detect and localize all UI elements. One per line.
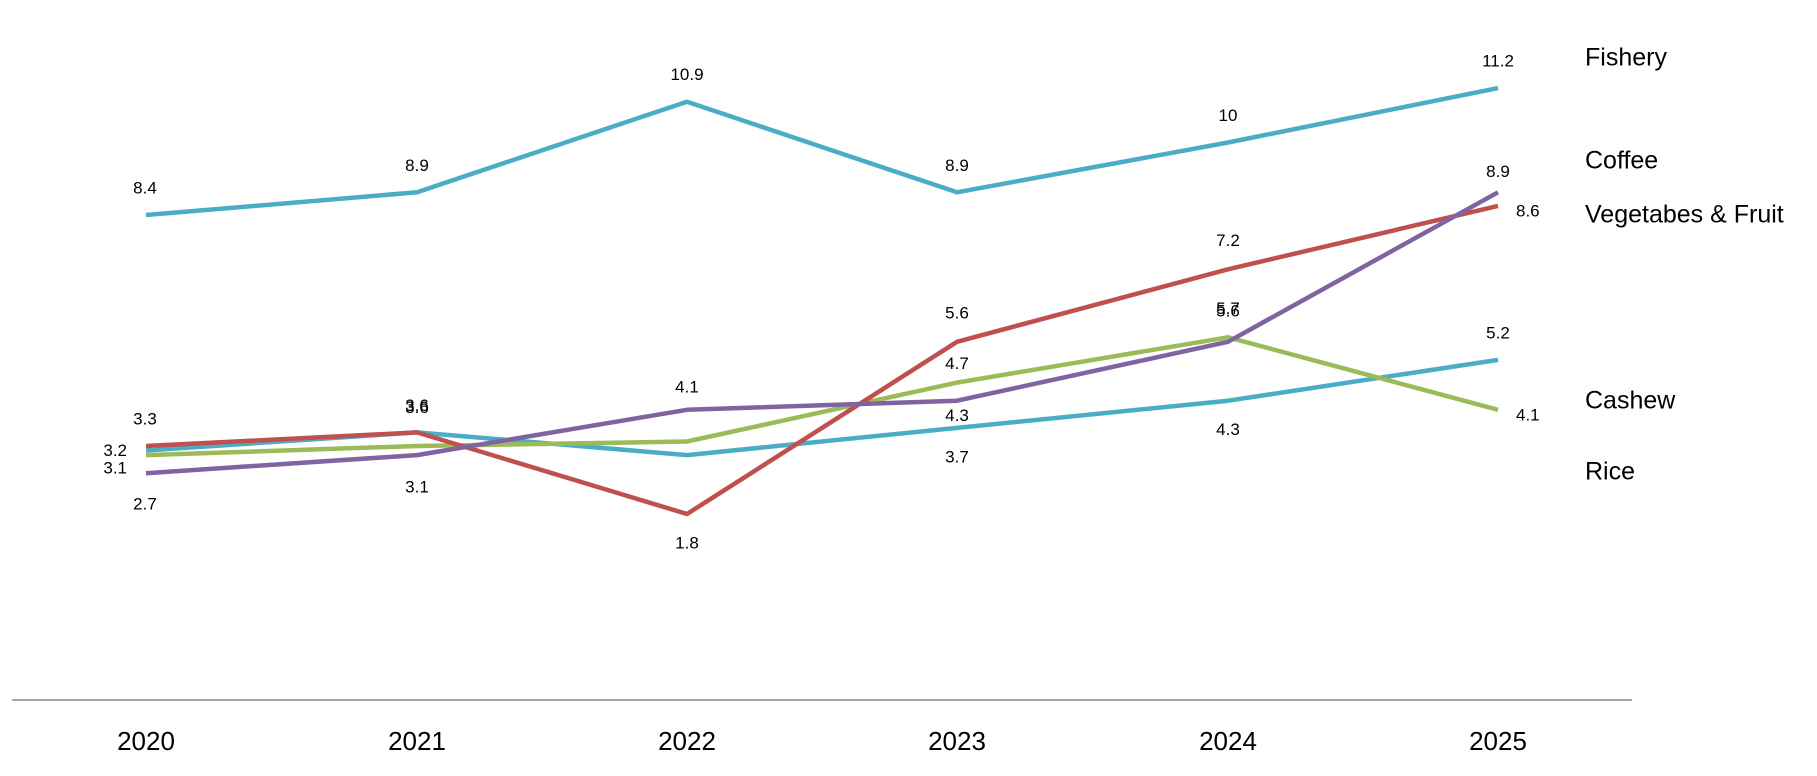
series-name-label: Coffee [1585,147,1658,175]
x-tick-label: 2022 [658,726,716,756]
data-label: 3.6 [405,398,429,417]
series-name-label: Vegetabes & Fruit [1585,201,1784,229]
data-label: 11.2 [1482,52,1514,71]
data-labels: 8.4 8.9 10.9 8.9 10 11.2 2.7 3.1 4.1 4.3 5.6 8.9 3.3… [103,52,1539,553]
data-label: 4.3 [945,406,969,425]
data-label: 8.6 [1516,201,1540,220]
data-label: 3.1 [405,478,429,497]
series-line-rice [145,335,1499,458]
data-label: 4.1 [675,377,699,396]
data-label: 5.6 [1216,301,1240,320]
x-tick-labels: 2020 2021 2022 2023 2024 2025 [117,726,1527,756]
x-tick-label: 2023 [928,726,986,756]
series-line-coffee [145,190,1500,476]
series-line-vegetabes-fruit [145,203,1499,517]
data-label: 8.9 [1486,162,1510,181]
data-label: 3.2 [103,441,127,460]
data-label: 4.7 [945,354,969,373]
series-name-label: Cashew [1585,387,1676,415]
data-label: 3.6 [405,396,429,415]
data-label: 5.6 [945,303,969,322]
series-line-fishery [145,85,1499,218]
data-label: 2.7 [133,495,157,514]
x-tick-label: 2020 [117,726,175,756]
series-name-label: Fishery [1585,44,1667,72]
data-label: 10 [1219,106,1238,125]
series-lines [145,85,1500,517]
data-label: 7.2 [1216,231,1240,250]
data-label: 1.8 [675,533,699,552]
data-label: 5.7 [1216,299,1240,318]
data-label: 3.3 [133,409,157,428]
data-label: 8.9 [945,156,969,175]
x-tick-label: 2025 [1469,726,1527,756]
data-label: 8.4 [133,178,157,197]
data-label: 4.3 [1216,420,1240,439]
data-label: 8.9 [405,156,429,175]
data-label: 3.7 [945,447,969,466]
data-label: 10.9 [670,65,703,84]
x-tick-label: 2024 [1199,726,1257,756]
data-label: 4.1 [1516,405,1540,424]
series-name-labels: Fishery Coffee Vegetabes & Fruit Cashew Rice [1585,44,1784,486]
x-tick-label: 2021 [388,726,446,756]
data-label: 5.2 [1486,323,1510,342]
data-label: 3.1 [103,459,127,478]
series-name-label: Rice [1585,458,1635,486]
